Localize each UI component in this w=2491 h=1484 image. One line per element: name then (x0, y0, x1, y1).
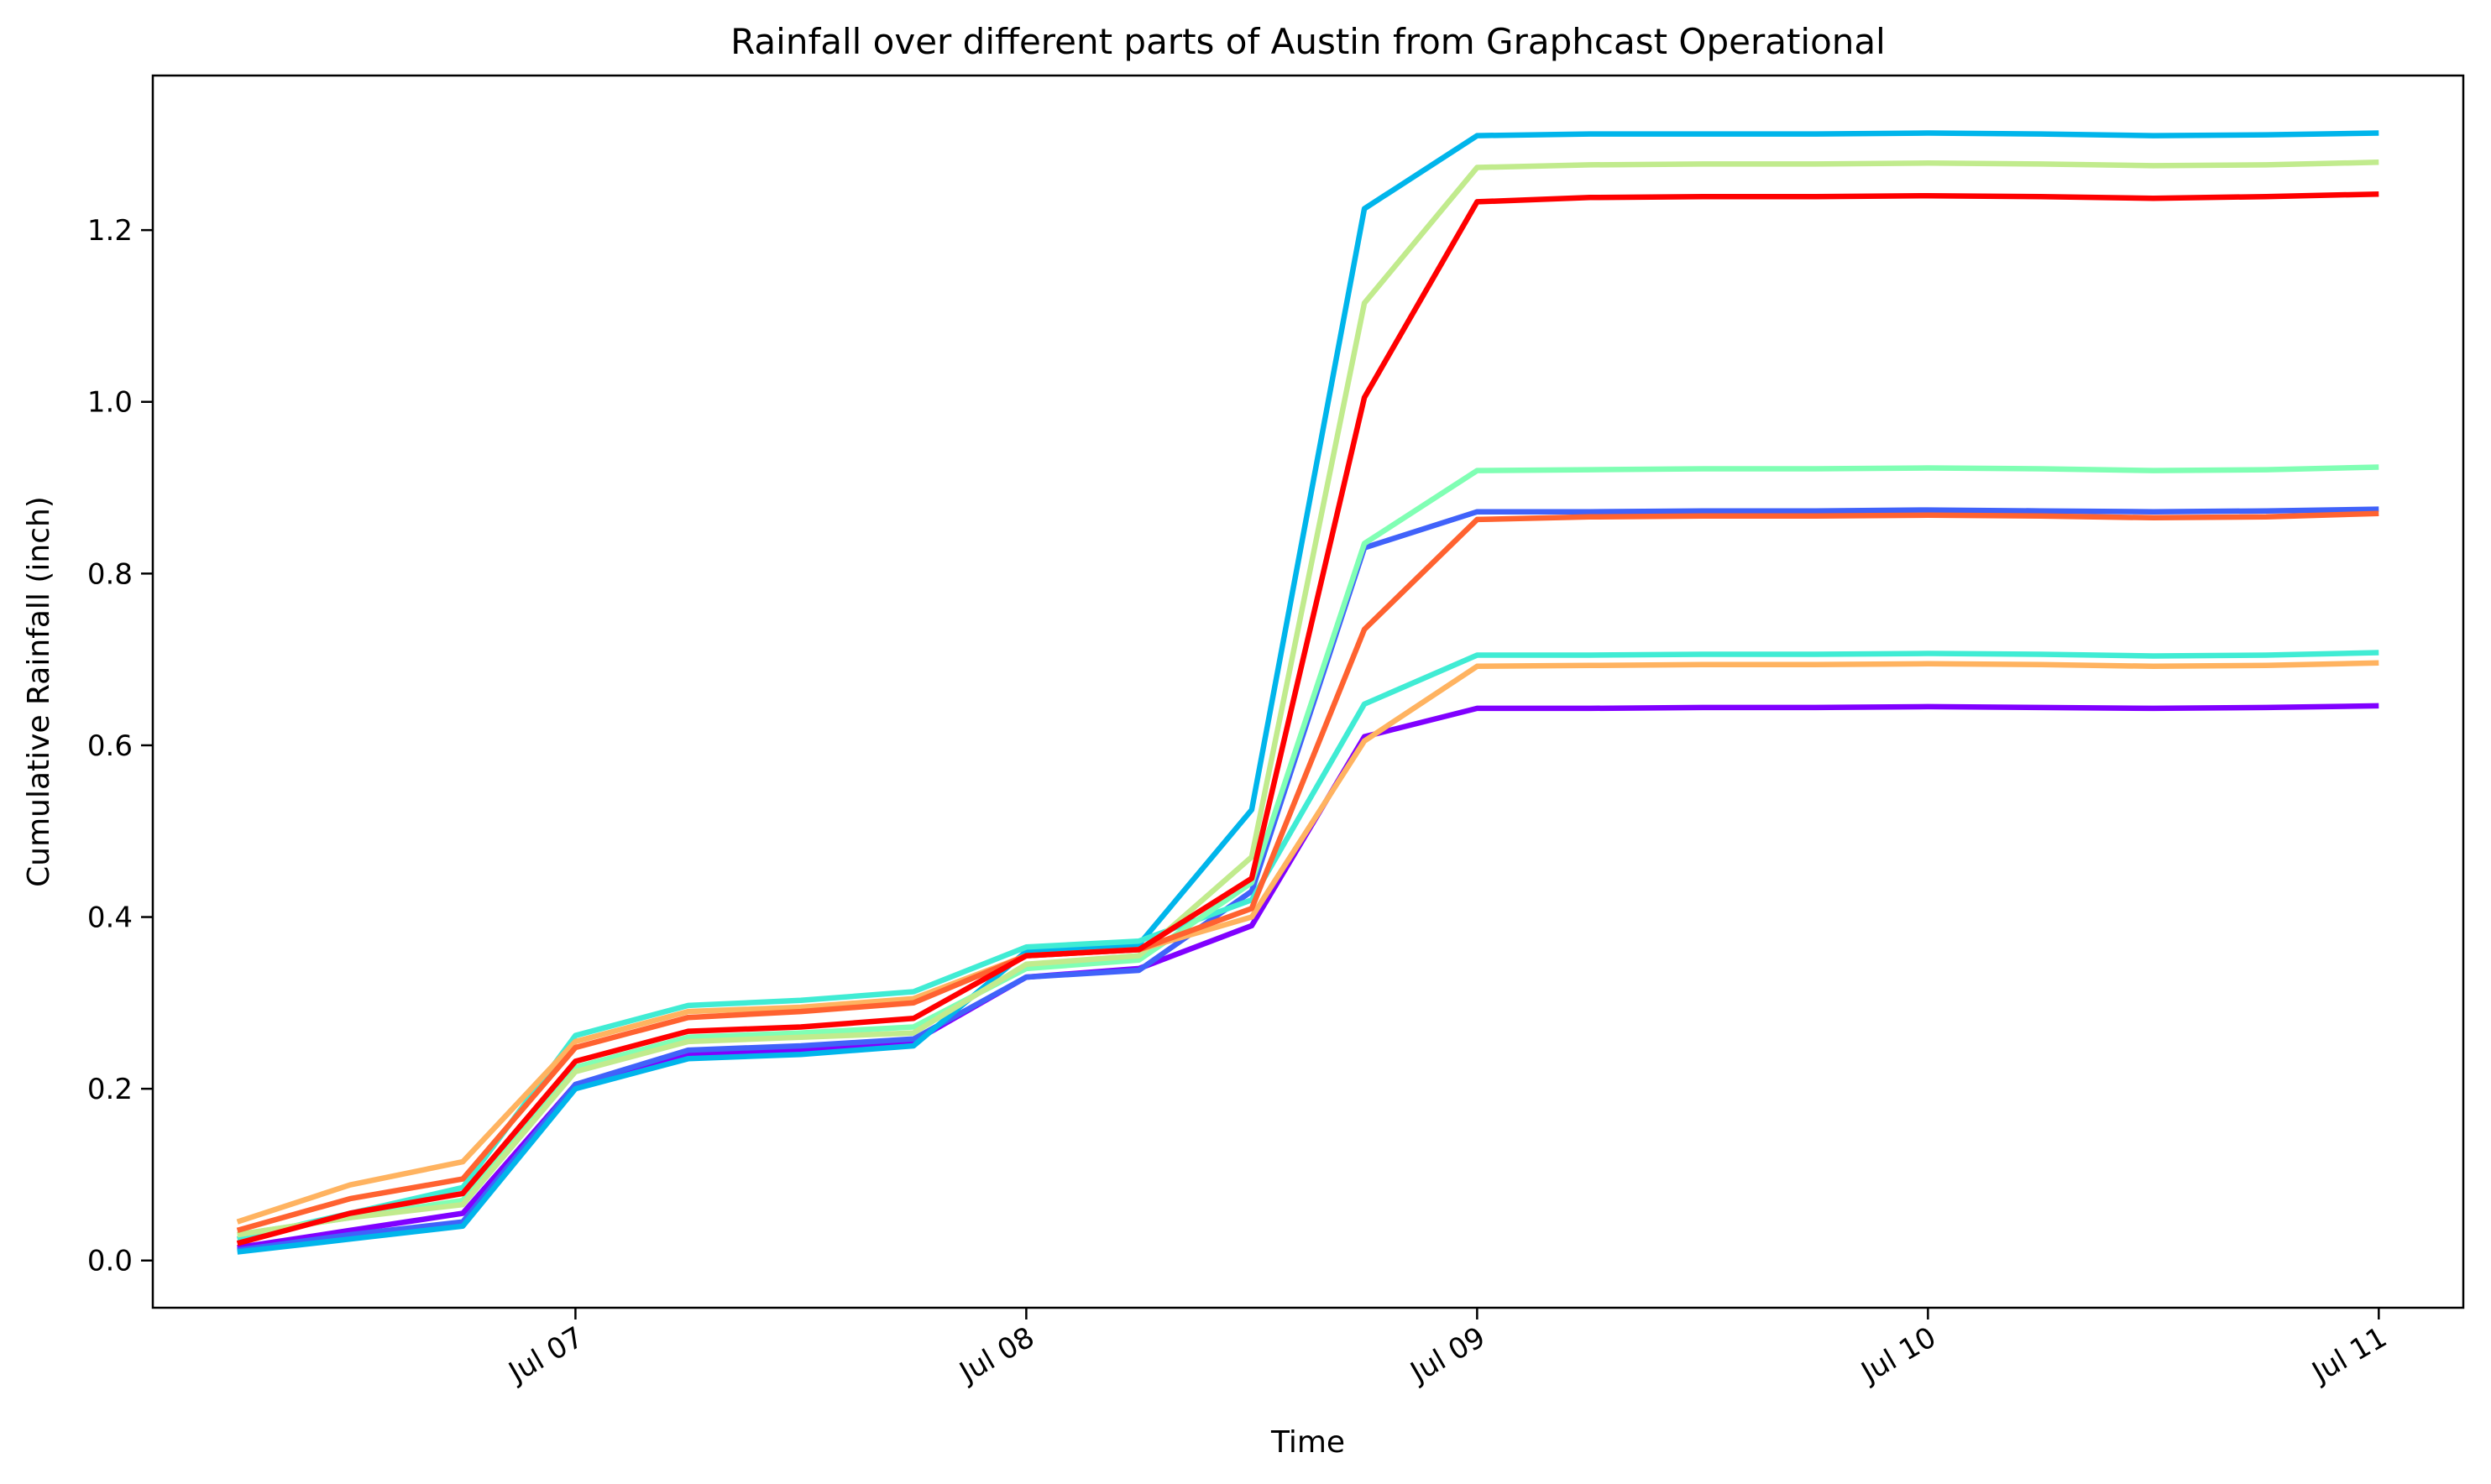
y-axis: 0.0 0.2 0.4 0.6 0.8 1.0 1.2 (87, 214, 153, 1278)
y-tick-label: 1.0 (87, 386, 133, 420)
series-line-6 (237, 159, 2379, 1238)
series-layer (236, 130, 2379, 1255)
series-line-2 (237, 506, 2379, 1253)
x-tick-label: Jul 10 (1855, 1320, 1942, 1390)
y-tick-label: 0.2 (87, 1073, 133, 1106)
x-tick-label: Jul 09 (1404, 1320, 1491, 1390)
series-line-7 (236, 660, 2379, 1225)
series-line-3 (237, 130, 2379, 1255)
x-tick-label: Jul 11 (2305, 1320, 2393, 1390)
plot-frame (151, 74, 2465, 1309)
x-axis: Jul 07 Jul 08 Jul 09 Jul 10 Jul 11 (502, 1308, 2393, 1390)
x-axis-title: Time (1270, 1425, 1345, 1460)
x-tick-label: Jul 08 (953, 1320, 1040, 1390)
chart-title: Rainfall over different parts of Austin … (730, 21, 1886, 62)
series-line-8 (236, 510, 2379, 1234)
series-line-1 (237, 703, 2379, 1251)
x-tick-label: Jul 07 (502, 1320, 589, 1390)
y-tick-label: 0.8 (87, 557, 133, 591)
series-line-9 (236, 191, 2379, 1246)
y-tick-label: 0.4 (87, 901, 133, 935)
series-line-4 (236, 650, 2379, 1242)
series-line-5 (237, 464, 2379, 1238)
y-tick-label: 0.0 (87, 1245, 133, 1278)
y-tick-label: 1.2 (87, 214, 133, 248)
y-tick-label: 0.6 (87, 729, 133, 763)
y-axis-title: Cumulative Rainfall (inch) (22, 496, 56, 887)
